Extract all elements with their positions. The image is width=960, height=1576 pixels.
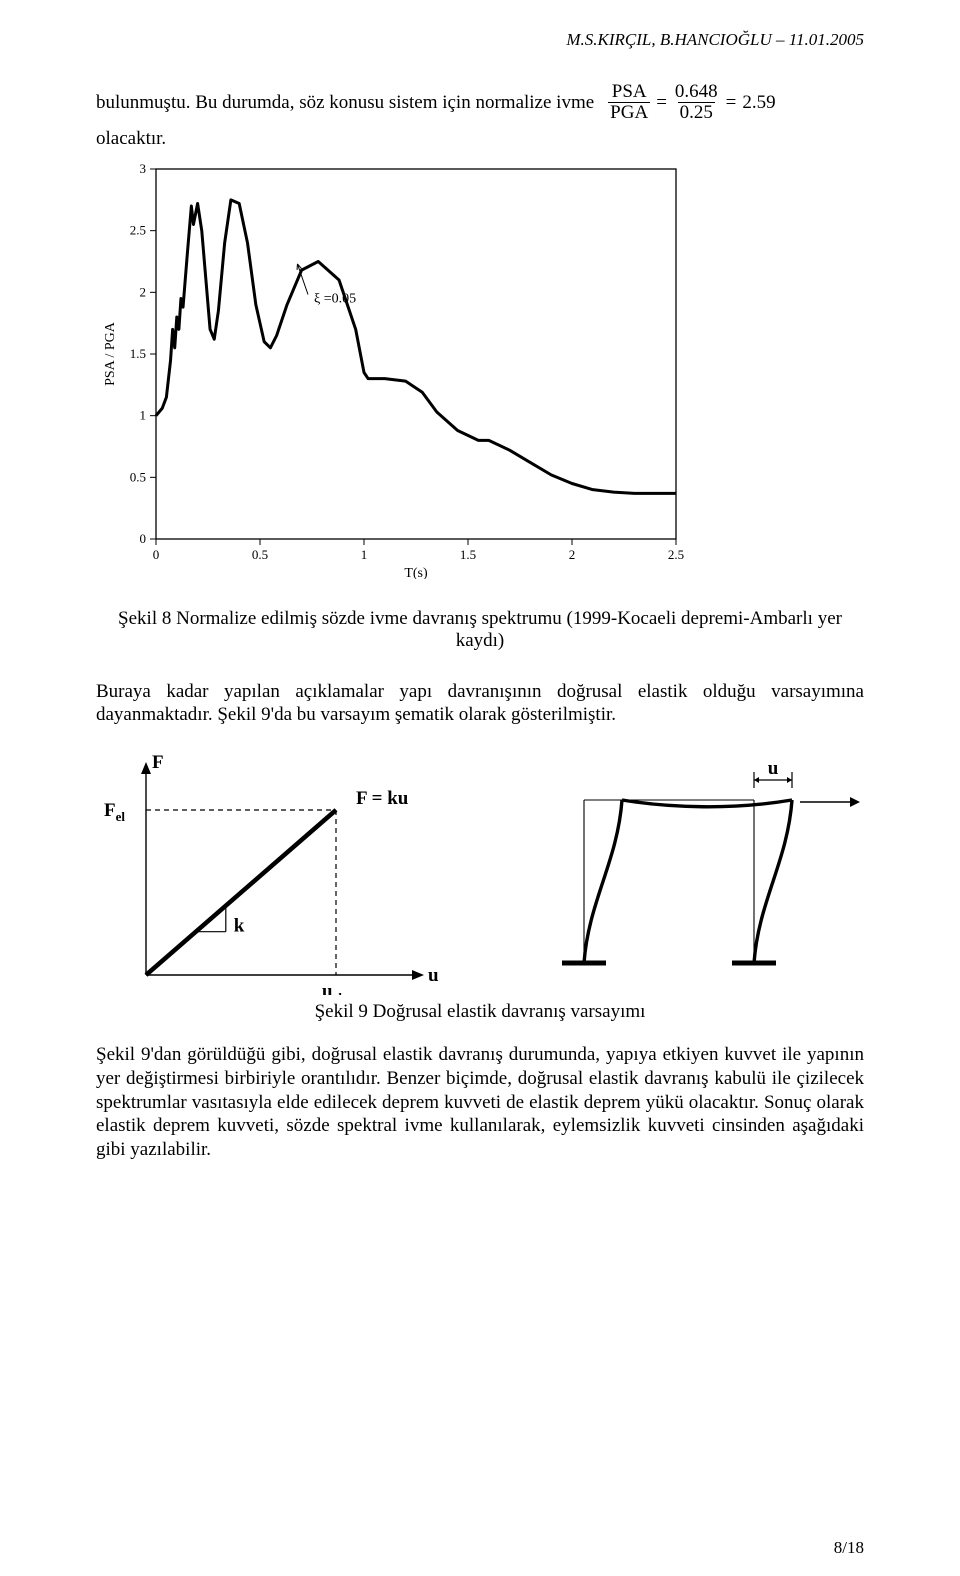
paragraph-3: Şekil 9'dan görüldüğü gibi, doğrusal ela…	[96, 1043, 864, 1162]
spectrum-chart: 0 0.5 1 1.5 2 2.5 0 0.5 1 1.5 2 2.5 3 T(s) PSA / PGA ξ …	[96, 159, 864, 584]
diagrams-row: F Fel F = ku k uel u uF	[96, 745, 864, 995]
frac1-den: PGA	[608, 102, 650, 123]
frac2-den: 0.25	[678, 102, 715, 123]
svg-text:Fel: Fel	[104, 800, 125, 824]
frac2-num: 0.648	[673, 82, 720, 102]
diagram-left: F Fel F = ku k uel u	[96, 745, 476, 995]
svg-text:2.5: 2.5	[668, 547, 684, 562]
svg-text:ξ =0.05: ξ =0.05	[314, 291, 356, 306]
intro-before-text: bulunmuştu. Bu durumda, söz konusu siste…	[96, 91, 594, 115]
equals-2: =	[726, 91, 737, 115]
diagram-right: uF	[534, 745, 864, 995]
svg-text:F = ku: F = ku	[356, 788, 409, 809]
svg-text:0.5: 0.5	[130, 469, 146, 484]
svg-text:1: 1	[361, 547, 368, 562]
svg-text:2: 2	[569, 547, 576, 562]
frac1-num: PSA	[610, 82, 649, 102]
svg-text:k: k	[234, 916, 245, 937]
svg-text:uel: uel	[322, 981, 342, 995]
svg-text:0: 0	[140, 531, 147, 546]
fraction-psa-pga: PSA PGA	[608, 82, 650, 123]
svg-text:F: F	[152, 752, 164, 773]
equals-1: =	[656, 91, 667, 115]
eq-result: 2.59	[742, 91, 775, 115]
svg-text:1: 1	[140, 407, 147, 422]
svg-text:0.5: 0.5	[252, 547, 268, 562]
svg-text:T(s): T(s)	[404, 566, 428, 579]
chart-caption: Şekil 8 Normalize edilmiş sözde ivme dav…	[96, 608, 864, 652]
svg-text:2: 2	[140, 284, 147, 299]
svg-text:1.5: 1.5	[130, 346, 146, 361]
paragraph-2: Buraya kadar yapılan açıklamalar yapı da…	[96, 680, 864, 728]
svg-text:3: 3	[140, 161, 147, 176]
svg-text:0: 0	[153, 547, 160, 562]
diagram-caption: Şekil 9 Doğrusal elastik davranış varsay…	[96, 1001, 864, 1023]
intro-after: olacaktır.	[96, 127, 864, 151]
svg-text:PSA / PGA: PSA / PGA	[103, 321, 118, 386]
intro-equation: PSA PGA = 0.648 0.25 = 2.59	[608, 82, 775, 123]
svg-text:u: u	[768, 758, 779, 779]
spectrum-chart-svg: 0 0.5 1 1.5 2 2.5 0 0.5 1 1.5 2 2.5 3 T(s) PSA / PGA ξ …	[96, 159, 691, 579]
page-number: 8/18	[834, 1538, 864, 1558]
page-header: M.S.KIRÇIL, B.HANCIOĞLU – 11.01.2005	[96, 30, 864, 50]
intro-paragraph: bulunmuştu. Bu durumda, söz konusu siste…	[96, 82, 864, 123]
svg-text:u: u	[428, 965, 439, 986]
svg-text:1.5: 1.5	[460, 547, 476, 562]
svg-text:2.5: 2.5	[130, 222, 146, 237]
fraction-values: 0.648 0.25	[673, 82, 720, 123]
